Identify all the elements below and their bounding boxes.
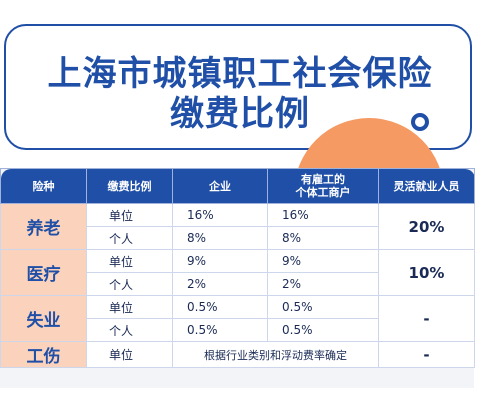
medical-unit-enterprise: 9%: [172, 249, 268, 273]
kind-injury: 工伤: [0, 341, 87, 368]
medical-unit-individual: 9%: [267, 249, 379, 273]
header-enterprise: 企业: [172, 168, 268, 204]
pension-person-label: 个人: [86, 226, 173, 250]
pension-person-individual: 8%: [267, 226, 379, 250]
pension-unit-enterprise: 16%: [172, 203, 268, 227]
kind-medical: 医疗: [0, 249, 87, 296]
title-card: 上海市城镇职工社会保险 缴费比例: [4, 24, 472, 150]
rate-table: 险种 缴费比例 企业 有雇工的 个体工商户 灵活就业人员 养老 单位 16% 1…: [0, 168, 475, 368]
header-flexible: 灵活就业人员: [378, 168, 475, 204]
unemployment-person-enterprise: 0.5%: [172, 318, 268, 342]
unemployment-person-label: 个人: [86, 318, 173, 342]
table-row: 养老 单位 16% 16% 20%: [0, 203, 475, 250]
pension-person-enterprise: 8%: [172, 226, 268, 250]
ring-icon: [411, 113, 429, 131]
header-individual-line-1: 有雇工的: [301, 173, 345, 186]
injury-flexible: -: [378, 341, 475, 368]
unemployment-unit-enterprise: 0.5%: [172, 295, 268, 319]
injury-note: 根据行业类别和浮动费率确定: [172, 341, 379, 368]
unemployment-unit-label: 单位: [86, 295, 173, 319]
table-row: 个人 0.5% 0.5%: [1, 318, 475, 342]
medical-flexible: 10%: [378, 249, 475, 296]
table-row: 工伤 单位 根据行业类别和浮动费率确定 -: [0, 341, 475, 368]
medical-person-enterprise: 2%: [172, 272, 268, 296]
unemployment-person-individual: 0.5%: [267, 318, 379, 342]
pension-flexible: 20%: [378, 203, 475, 250]
header-ratio: 缴费比例: [86, 168, 173, 204]
medical-person-label: 个人: [86, 272, 173, 296]
rate-table-container: 险种 缴费比例 企业 有雇工的 个体工商户 灵活就业人员 养老 单位 16% 1…: [0, 168, 475, 388]
page-title: 上海市城镇职工社会保险 缴费比例: [6, 54, 474, 134]
medical-person-individual: 2%: [267, 272, 379, 296]
table-header-row: 险种 缴费比例 企业 有雇工的 个体工商户 灵活就业人员: [0, 168, 475, 204]
unemployment-unit-individual: 0.5%: [267, 295, 379, 319]
injury-unit-label: 单位: [86, 341, 173, 368]
pension-unit-individual: 16%: [267, 203, 379, 227]
title-line-1: 上海市城镇职工社会保险: [47, 54, 433, 94]
medical-unit-label: 单位: [86, 249, 173, 273]
header-kind: 险种: [0, 168, 87, 204]
header-individual-line-2: 个体工商户: [295, 186, 351, 199]
table-row: 个人 8% 8%: [1, 226, 475, 250]
title-line-2: 缴费比例: [170, 94, 310, 134]
table-row: 失业 单位 0.5% 0.5% -: [0, 295, 475, 342]
header-individual-business: 有雇工的 个体工商户: [267, 168, 379, 204]
pension-unit-label: 单位: [86, 203, 173, 227]
table-row: 医疗 单位 9% 9% 10%: [0, 249, 475, 296]
kind-pension: 养老: [0, 203, 87, 250]
kind-unemployment: 失业: [0, 295, 87, 342]
unemployment-flexible: -: [378, 295, 475, 342]
